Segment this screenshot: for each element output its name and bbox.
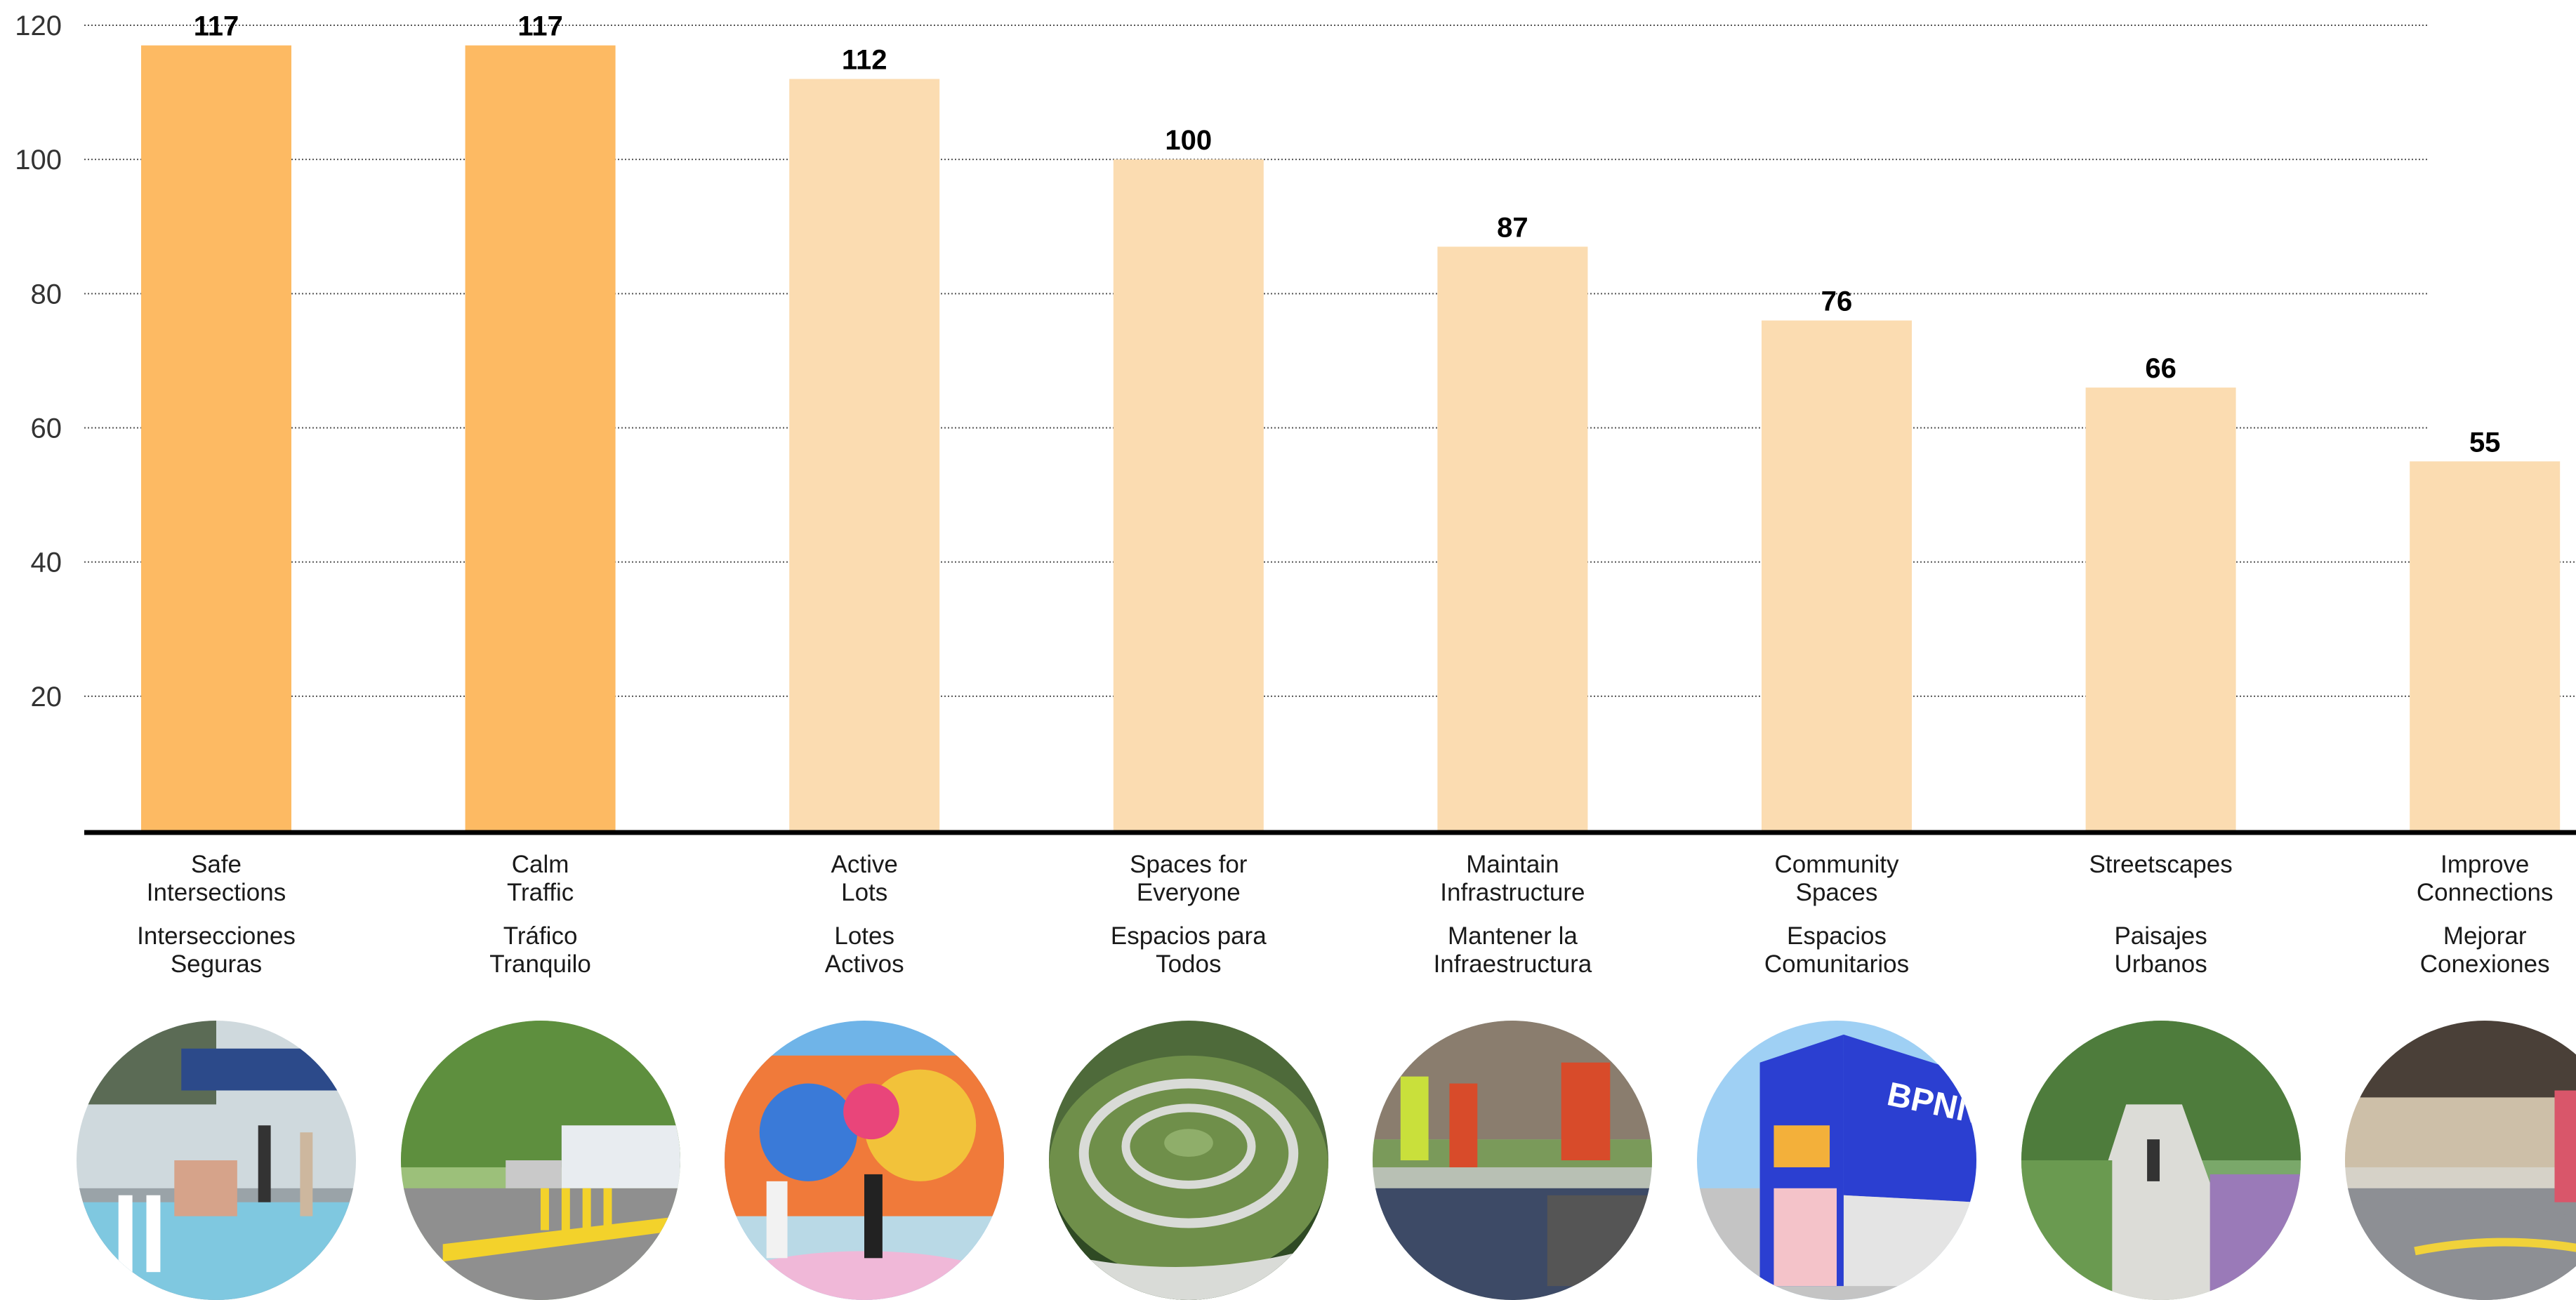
- category-label-es: Intersecciones: [137, 922, 296, 950]
- y-tick-label: 80: [31, 279, 62, 310]
- category-label-en: Lots: [841, 879, 887, 906]
- bar: [141, 45, 291, 830]
- value-label: 87: [1497, 212, 1528, 243]
- category-label-es: Conexiones: [2420, 950, 2550, 978]
- maintain-infrastructure-photo: [1373, 1021, 1653, 1300]
- bar: [1762, 320, 1912, 831]
- bars: [141, 45, 2561, 831]
- y-tick-label: 100: [15, 145, 62, 175]
- category-label-es: Mantener la: [1448, 922, 1578, 950]
- y-tick-label: 40: [31, 548, 62, 578]
- community-spaces-photo: BPNN: [1697, 1021, 1976, 1300]
- y-axis-ticks: 20 40 60 80 100 120: [15, 11, 62, 712]
- category-label-es: Paisajes: [2114, 922, 2207, 950]
- category-label-es: Lotes: [834, 922, 894, 950]
- active-lots-photo: [725, 1021, 1005, 1300]
- category-label-en: Intersections: [147, 879, 286, 906]
- streetscapes-photo: [2021, 1021, 2301, 1300]
- category-label-en: Community: [1775, 851, 1899, 878]
- category-label-es: Seguras: [171, 950, 262, 978]
- bar: [1437, 246, 1588, 830]
- value-labels: 117 117 112 100 87 76 66 55: [194, 11, 2501, 458]
- category-label-es: Urbanos: [2114, 950, 2207, 978]
- category-label-en: Spaces for: [1130, 851, 1248, 878]
- value-label: 117: [517, 11, 563, 42]
- value-label: 76: [1821, 286, 1853, 317]
- bar: [465, 45, 616, 830]
- category-label-en: Connections: [2417, 879, 2554, 906]
- value-label: 100: [1165, 125, 1212, 156]
- category-label-es: Espacios: [1787, 922, 1887, 950]
- category-label-es: Comunitarios: [1764, 950, 1909, 978]
- improve-connections-photo: [2345, 1021, 2576, 1300]
- y-tick-label: 120: [15, 11, 62, 41]
- category-label-es: Infraestructura: [1434, 950, 1592, 978]
- value-label: 112: [842, 44, 887, 75]
- category-label-es: Espacios para: [1111, 922, 1267, 950]
- value-label: 55: [2469, 427, 2501, 458]
- spaces-for-everyone-photo: [1048, 1021, 1328, 1300]
- value-label: 117: [194, 11, 239, 42]
- y-tick-label: 60: [31, 413, 62, 444]
- category-label-es: Todos: [1156, 950, 1221, 978]
- bar: [789, 79, 940, 830]
- category-label-en: Traffic: [507, 879, 574, 906]
- y-tick-label: 20: [31, 682, 62, 712]
- category-label-en: Safe: [191, 851, 242, 878]
- category-label-en: Active: [831, 851, 898, 878]
- category-label-es: Tranquilo: [489, 950, 591, 978]
- category-label-es: Mejorar: [2443, 922, 2527, 950]
- category-label-es: Activos: [825, 950, 904, 978]
- safe-intersections-photo: [77, 1021, 356, 1300]
- category-label-en: Infrastructure: [1440, 879, 1585, 906]
- bar: [1113, 159, 1264, 830]
- category-label-en: Maintain: [1466, 851, 1559, 878]
- category-label-en: Improve: [2440, 851, 2529, 878]
- category-label-en: Calm: [512, 851, 569, 878]
- value-label: 66: [2145, 353, 2177, 384]
- bar: [2410, 461, 2561, 830]
- category-label-en: Spaces: [1796, 879, 1878, 906]
- category-label-en: Everyone: [1137, 879, 1241, 906]
- bar: [2085, 387, 2236, 830]
- category-label-en: Streetscapes: [2089, 851, 2232, 878]
- category-label-es: Tráfico: [503, 922, 578, 950]
- calm-traffic-photo: [400, 1021, 680, 1300]
